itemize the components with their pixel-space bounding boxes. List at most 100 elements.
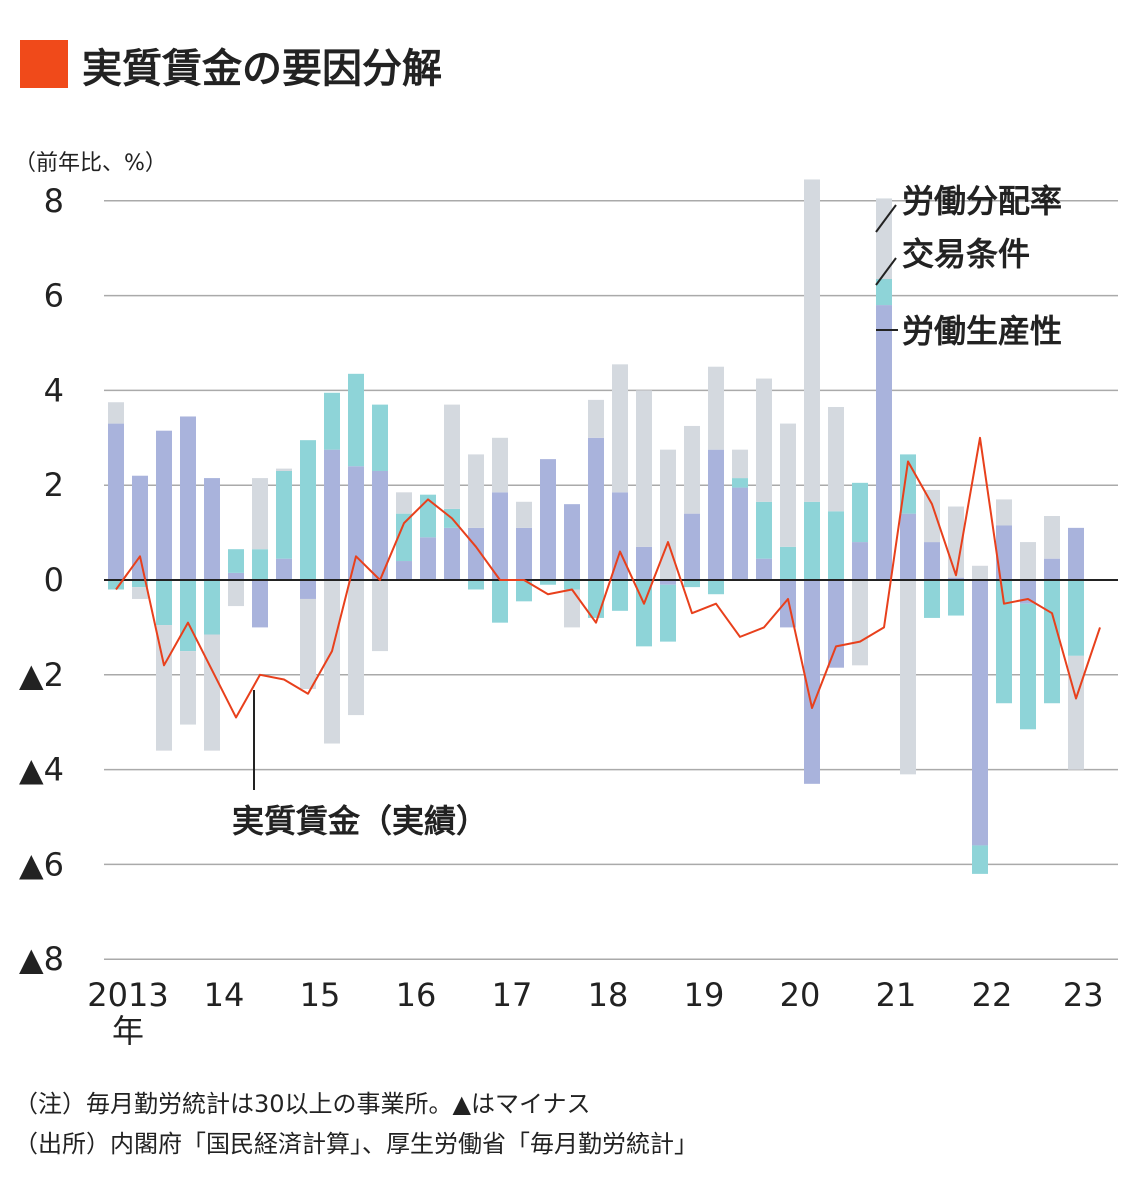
bar-labor-productivity <box>732 487 748 580</box>
bar-labor-share <box>204 634 220 751</box>
bar-labor-productivity <box>636 546 652 580</box>
legend-leader-terms-of-trade <box>875 257 897 286</box>
bar-labor-share <box>708 366 724 450</box>
bar-terms-of-trade <box>492 580 508 623</box>
bar-labor-share <box>924 489 940 543</box>
bar-labor-productivity <box>828 580 844 668</box>
bar-labor-productivity <box>228 572 244 580</box>
x-tick-label: 14 <box>204 976 245 1014</box>
bar-terms-of-trade <box>540 580 556 585</box>
bar-labor-share <box>348 580 364 716</box>
bar-labor-productivity <box>108 423 124 580</box>
bar-labor-productivity <box>180 416 196 580</box>
bar-labor-share <box>180 651 196 725</box>
bar-labor-share <box>732 449 748 479</box>
bar-terms-of-trade <box>660 584 676 642</box>
bar-terms-of-trade <box>180 580 196 652</box>
bar-terms-of-trade <box>1020 603 1036 730</box>
y-tick-label: 4 <box>44 371 64 409</box>
bar-terms-of-trade <box>684 580 700 588</box>
bar-terms-of-trade <box>948 580 964 616</box>
bar-labor-productivity <box>420 537 436 580</box>
y-axis-unit-label: （前年比、%） <box>14 151 167 176</box>
bar-labor-share <box>828 406 844 512</box>
x-tick-label: 19 <box>684 976 725 1014</box>
bar-terms-of-trade <box>612 580 628 611</box>
bar-labor-share <box>1068 655 1084 770</box>
bar-labor-share <box>852 580 868 666</box>
bar-labor-productivity <box>948 577 964 580</box>
bars <box>108 179 1084 874</box>
legend-terms-of-trade: 交易条件 <box>902 235 1030 273</box>
x-tick-label: 23 <box>1063 976 1104 1014</box>
gridlines <box>104 200 1118 960</box>
bar-labor-share <box>804 179 820 502</box>
x-tick-label: 16 <box>396 976 437 1014</box>
bar-labor-productivity <box>756 558 772 580</box>
bar-labor-productivity <box>300 580 316 599</box>
bar-labor-productivity <box>708 449 724 580</box>
bar-terms-of-trade <box>996 580 1012 704</box>
bar-terms-of-trade <box>804 501 820 580</box>
x-tick-label: 15 <box>300 976 341 1014</box>
bar-terms-of-trade <box>924 580 940 618</box>
bar-terms-of-trade <box>852 482 868 543</box>
bar-terms-of-trade <box>156 580 172 626</box>
y-tick-label: ▲6 <box>19 845 64 883</box>
bar-terms-of-trade <box>132 580 148 588</box>
bar-labor-share <box>660 449 676 580</box>
bar-labor-share <box>564 589 580 628</box>
bar-labor-share <box>276 468 292 471</box>
bar-labor-share <box>756 378 772 502</box>
bar-labor-productivity <box>1044 558 1060 580</box>
bar-terms-of-trade <box>972 845 988 874</box>
title-accent-square <box>20 40 68 88</box>
bar-labor-share <box>324 580 340 744</box>
bar-terms-of-trade <box>108 580 124 590</box>
bar-labor-share <box>228 580 244 607</box>
x-tick-label: 17 <box>492 976 533 1014</box>
bar-labor-productivity <box>1068 527 1084 580</box>
bar-labor-productivity <box>444 527 460 580</box>
x-tick-label: 21 <box>876 976 917 1014</box>
bar-labor-productivity <box>804 580 820 784</box>
bar-labor-productivity <box>996 525 1012 580</box>
bar-labor-productivity <box>132 475 148 580</box>
bar-terms-of-trade <box>732 478 748 488</box>
chart-title: 実質賃金の要因分解 <box>82 46 442 92</box>
x-tick-label: 2013 <box>87 976 168 1014</box>
bar-labor-share <box>1020 542 1036 580</box>
y-tick-label: ▲8 <box>19 940 64 978</box>
bar-labor-productivity <box>396 561 412 580</box>
bar-labor-productivity <box>852 542 868 580</box>
legend-leader-labor-share <box>875 204 897 233</box>
real-wage-line <box>115 436 1101 719</box>
bar-labor-productivity <box>156 430 172 580</box>
bar-labor-productivity <box>276 558 292 580</box>
bar-labor-productivity <box>204 478 220 580</box>
bar-terms-of-trade <box>780 546 796 580</box>
bar-labor-share <box>516 501 532 528</box>
bar-labor-share <box>684 425 700 514</box>
bar-labor-share <box>612 364 628 493</box>
bar-labor-productivity <box>516 527 532 580</box>
legend: 労働分配率 交易条件 労働生産性 <box>875 182 1062 350</box>
real-wage-line-group <box>115 436 1101 719</box>
y-tick-label: ▲2 <box>19 656 64 694</box>
bar-terms-of-trade <box>252 549 268 580</box>
bar-labor-productivity <box>876 305 892 580</box>
bar-labor-share <box>780 423 796 547</box>
y-tick-label: 8 <box>44 182 64 220</box>
bar-labor-share <box>876 198 892 280</box>
bar-labor-productivity <box>372 470 388 580</box>
note-2: （出所）内閣府「国民経済計算」、厚生労働省「毎月勤労統計」 <box>14 1130 698 1158</box>
bar-labor-share <box>492 437 508 493</box>
bar-labor-share <box>900 580 916 775</box>
bar-labor-productivity <box>564 504 580 580</box>
y-tick-labels: 8 6 4 2 0 ▲2 ▲4 ▲6 ▲8 <box>19 182 64 978</box>
bar-terms-of-trade <box>468 580 484 590</box>
bar-terms-of-trade <box>420 494 436 538</box>
legend-labor-productivity: 労働生産性 <box>902 312 1062 350</box>
bar-terms-of-trade <box>756 501 772 559</box>
